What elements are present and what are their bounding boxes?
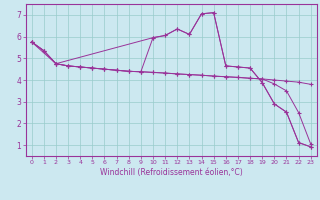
X-axis label: Windchill (Refroidissement éolien,°C): Windchill (Refroidissement éolien,°C): [100, 168, 243, 177]
